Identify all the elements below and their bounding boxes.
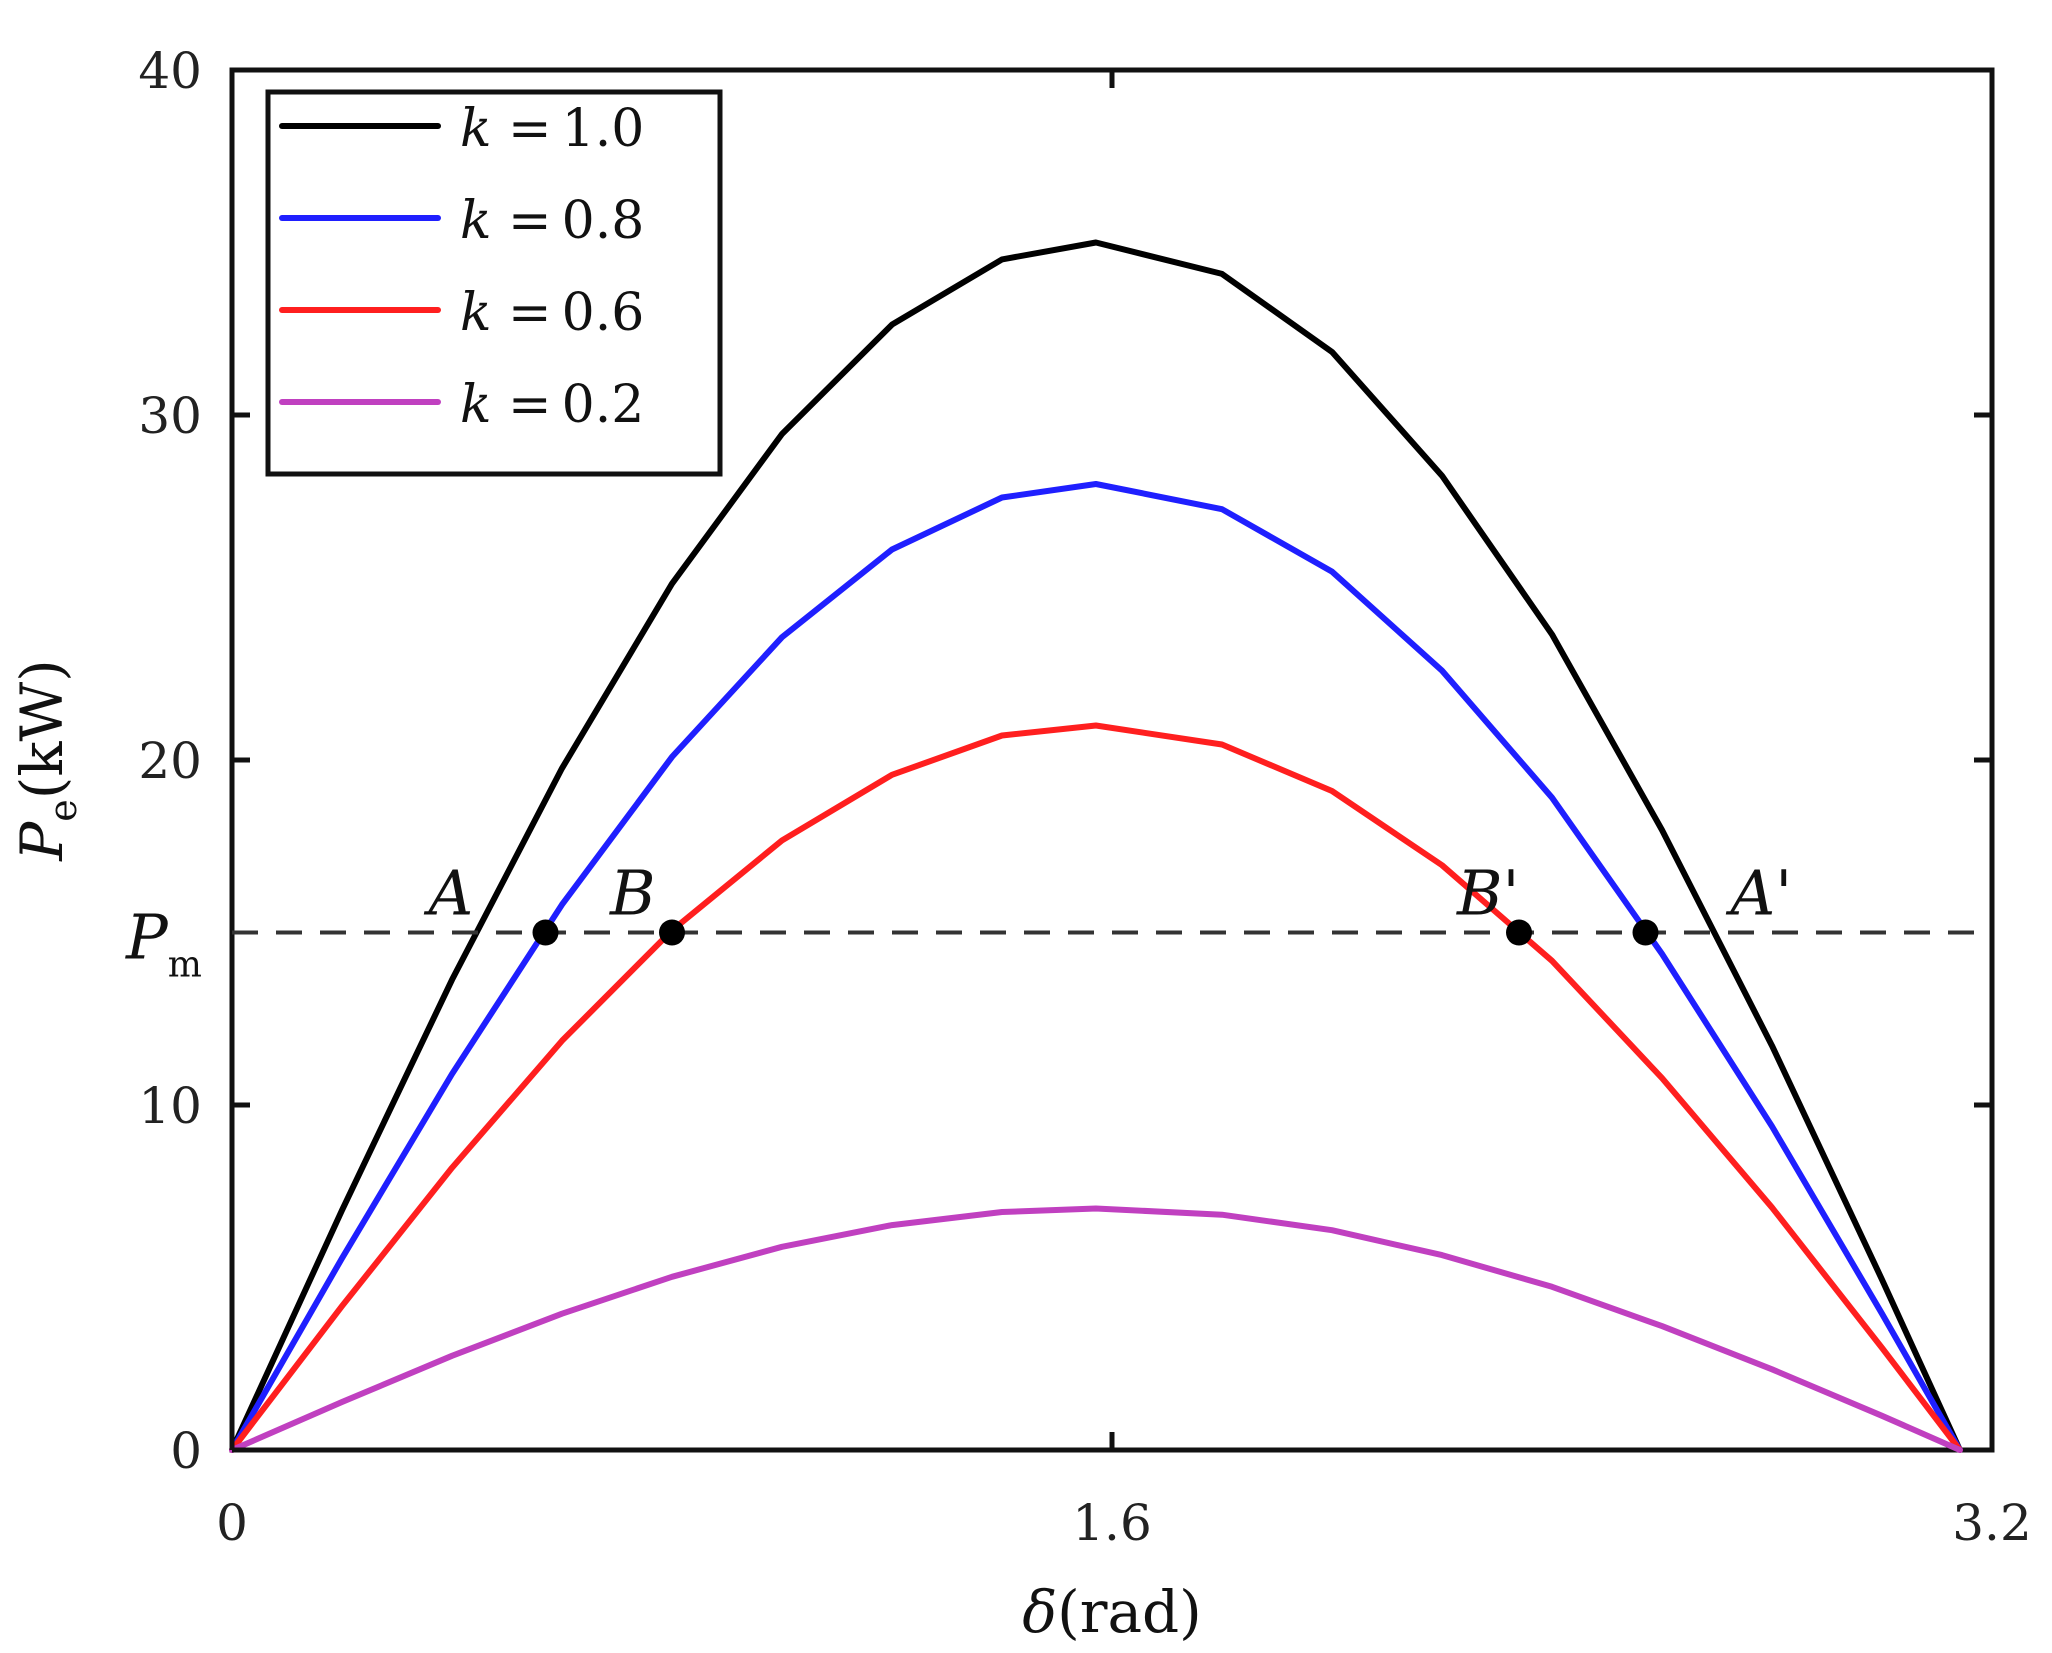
- series-line-3: [229, 722, 1963, 1453]
- y-tick-label-3: 20: [138, 732, 202, 790]
- y-axis-title: Pe(kW): [8, 659, 85, 862]
- y-tick-label-2: 10: [138, 1077, 202, 1135]
- legend-equals-2: =: [492, 191, 552, 251]
- series-line-1: [229, 239, 1963, 1453]
- legend-value-3: 0.6: [562, 283, 645, 343]
- marked-point-3: [1506, 919, 1532, 946]
- y-tick-label-5: 40: [138, 42, 202, 100]
- x-tick-label-2: 1.6: [1072, 1494, 1152, 1552]
- legend-label-2: k = 0.8: [460, 191, 644, 251]
- series-line-2: [229, 481, 1963, 1453]
- legend-equals-4: =: [492, 375, 552, 435]
- reference-line-group: Pm: [125, 901, 1992, 986]
- series-group: [229, 239, 1963, 1453]
- legend-label-1: k = 1.0: [460, 99, 644, 159]
- legend-k-symbol-2: k: [460, 191, 492, 251]
- marked-point-label-3: B': [1456, 857, 1520, 930]
- marked-point-1: [659, 919, 685, 946]
- axes-group: 0 1.6 3.2 0 10 20 30 40: [138, 42, 2031, 1552]
- legend-label-3: k = 0.6: [460, 283, 644, 343]
- y-axis-title-symbol: P: [8, 821, 76, 862]
- legend-k-symbol-3: k: [460, 283, 492, 343]
- x-axis-title: δ(rad): [1022, 1578, 1202, 1646]
- legend-label-4: k = 0.2: [460, 375, 644, 435]
- y-axis-title-rest: (kW): [8, 659, 76, 799]
- legend-k-symbol-4: k: [460, 375, 492, 435]
- x-axis-title-rest: (rad): [1057, 1578, 1202, 1646]
- reference-line-label-sub: m: [168, 945, 202, 986]
- legend: k = 1.0k = 0.8k = 0.6k = 0.2: [265, 89, 723, 477]
- point-group: B B': [532, 857, 1659, 946]
- x-tick-label-3: 3.2: [1952, 1494, 2032, 1552]
- annotation-label-2: A': [1726, 857, 1793, 930]
- marked-point-label-1: B: [609, 857, 656, 930]
- marked-point-4: [1632, 919, 1659, 946]
- annotation-label-1: A: [424, 857, 474, 930]
- reference-line-label-main: P: [125, 901, 169, 974]
- legend-equals-3: =: [492, 283, 552, 343]
- y-tick-label-1: 0: [170, 1422, 202, 1480]
- legend-value-1: 1.0: [562, 99, 645, 159]
- legend-equals-1: =: [492, 99, 552, 159]
- series-line-4: [229, 1205, 1963, 1453]
- legend-value-2: 0.8: [562, 191, 645, 251]
- annotation-group: A A': [424, 857, 1793, 930]
- legend-k-symbol-1: k: [460, 99, 492, 159]
- marked-point-2: [532, 919, 559, 946]
- y-axis-title-subscript: e: [41, 799, 85, 822]
- x-tick-label-1: 0: [216, 1494, 248, 1552]
- titles-group: δ(rad) Pe(kW): [8, 659, 1202, 1646]
- legend-box: [265, 89, 723, 477]
- x-axis-title-symbol: δ: [1022, 1578, 1057, 1646]
- y-tick-label-4: 30: [138, 387, 202, 445]
- legend-value-4: 0.2: [562, 375, 645, 435]
- reference-line-label: Pm: [125, 901, 202, 986]
